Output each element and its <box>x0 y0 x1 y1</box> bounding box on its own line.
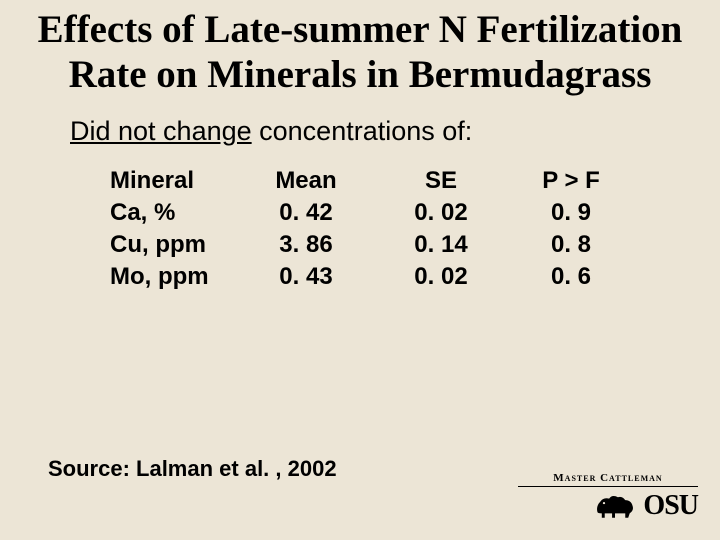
slide-title: Effects of Late-summer N Fertilization R… <box>0 0 720 98</box>
table-row: Ca, % 0. 42 0. 02 0. 9 <box>110 197 630 229</box>
col-header-pf: P > F <box>520 165 630 197</box>
cell-pf: 0. 8 <box>520 229 630 261</box>
cell-mean: 0. 42 <box>250 197 370 229</box>
cell-mineral: Mo, ppm <box>110 261 250 293</box>
subtitle-underlined: Did not change <box>70 116 252 146</box>
cell-pf: 0. 9 <box>520 197 630 229</box>
cell-mineral: Cu, ppm <box>110 229 250 261</box>
logo-university: OSU <box>643 490 698 522</box>
source-citation: Source: Lalman et al. , 2002 <box>48 456 337 482</box>
logo-program-name: Master Cattleman <box>518 472 698 487</box>
subtitle: Did not change concentrations of: <box>0 98 720 147</box>
cell-mean: 0. 43 <box>250 261 370 293</box>
mineral-table-container: Mineral Mean SE P > F Ca, % 0. 42 0. 02 … <box>0 147 720 293</box>
table-row: Mo, ppm 0. 43 0. 02 0. 6 <box>110 261 630 293</box>
col-header-mean: Mean <box>250 165 370 197</box>
table-header-row: Mineral Mean SE P > F <box>110 165 630 197</box>
col-header-se: SE <box>370 165 520 197</box>
cow-icon <box>593 491 637 521</box>
table-row: Cu, ppm 3. 86 0. 14 0. 8 <box>110 229 630 261</box>
subtitle-rest: concentrations of: <box>252 116 473 146</box>
cell-se: 0. 02 <box>370 197 520 229</box>
logo-bottom-row: OSU <box>518 490 698 522</box>
mineral-table: Mineral Mean SE P > F Ca, % 0. 42 0. 02 … <box>110 165 630 293</box>
cell-mineral: Ca, % <box>110 197 250 229</box>
col-header-mineral: Mineral <box>110 165 250 197</box>
cell-se: 0. 02 <box>370 261 520 293</box>
cell-mean: 3. 86 <box>250 229 370 261</box>
logo-block: Master Cattleman OSU <box>518 472 698 522</box>
cell-se: 0. 14 <box>370 229 520 261</box>
cell-pf: 0. 6 <box>520 261 630 293</box>
